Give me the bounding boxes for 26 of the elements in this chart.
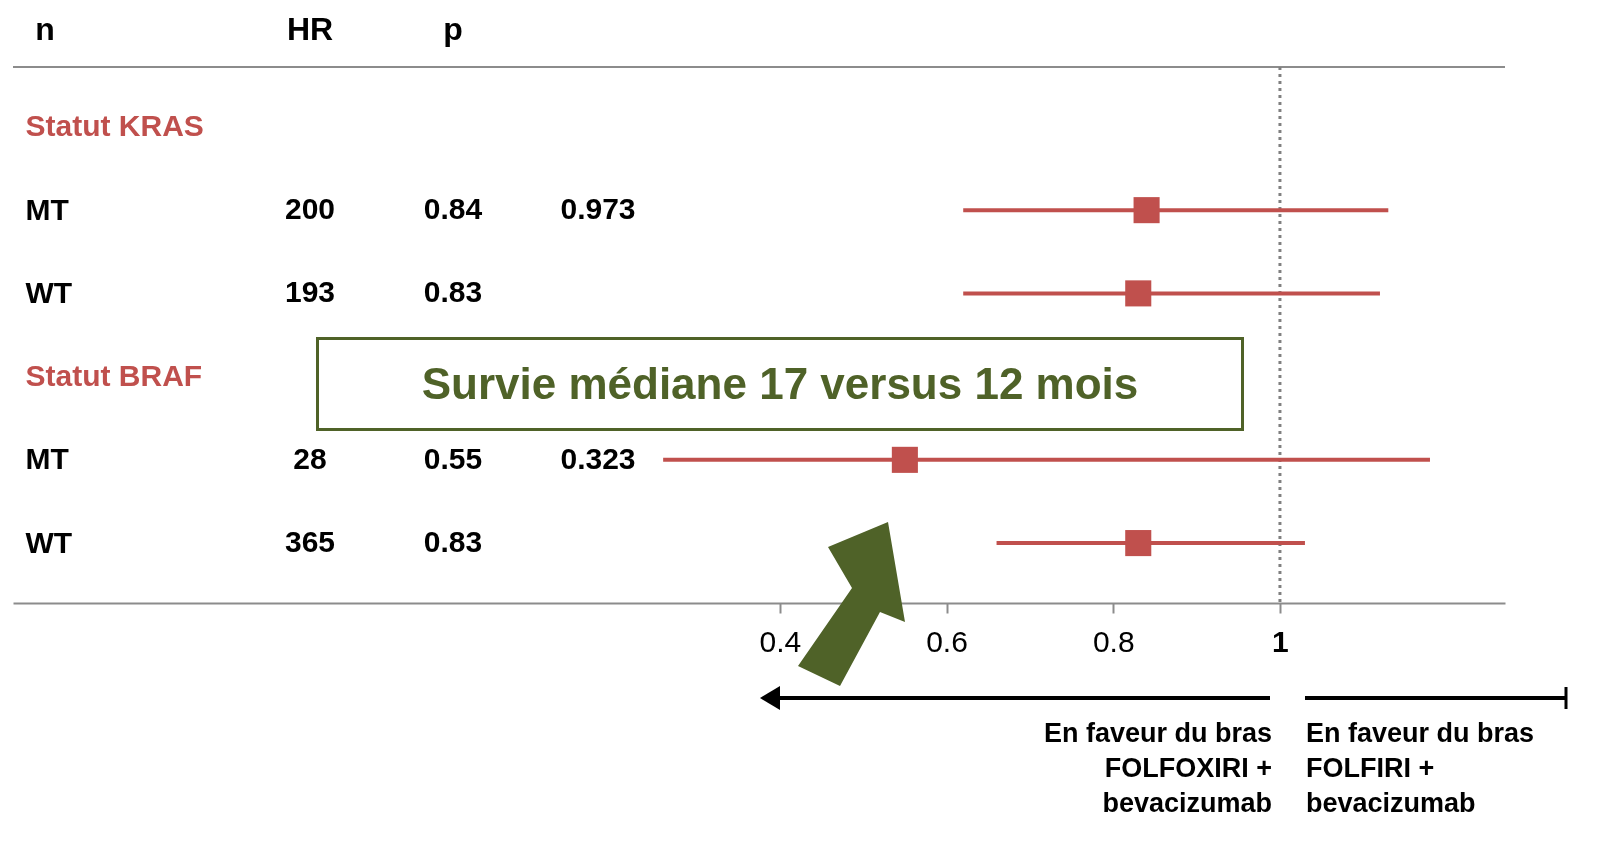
text: n — [35, 11, 55, 47]
text: En faveur du bras FOLFOXIRI + bevacizumab — [1042, 717, 1272, 820]
annotation: 0.83 — [423, 275, 483, 309]
annotation: 0.323 — [560, 441, 636, 475]
text: HR — [286, 11, 334, 47]
text: p — [443, 11, 463, 47]
annotation: 0.83 — [423, 525, 483, 559]
x-tick-label: 1 — [1272, 624, 1289, 658]
annotation: 0.84 — [423, 192, 483, 226]
x-tick-label: 0.8 — [1092, 624, 1135, 658]
y-tick-label: MT — [25, 192, 69, 226]
y-tick-label: WT — [25, 525, 73, 559]
annotation: 193 — [284, 275, 336, 309]
annotation: 365 — [284, 525, 336, 559]
annotation: 0.973 — [560, 192, 636, 226]
y-tick-label: Statut KRAS — [25, 109, 204, 143]
annotation: 0.55 — [423, 441, 483, 475]
x-tick-label: 0.6 — [926, 624, 968, 658]
x-tick-label: 0.4 — [759, 624, 802, 658]
y-tick-label: Statut BRAF — [25, 359, 203, 393]
text: En faveur du bras FOLFIRI + bevacizumab — [1306, 717, 1536, 820]
annotation: 28 — [293, 441, 327, 475]
y-tick-label: WT — [25, 275, 73, 309]
annotation: 200 — [284, 192, 336, 226]
y-tick-label: MT — [25, 442, 69, 476]
annotation: Survie médiane 17 versus 12 mois — [316, 337, 1244, 431]
